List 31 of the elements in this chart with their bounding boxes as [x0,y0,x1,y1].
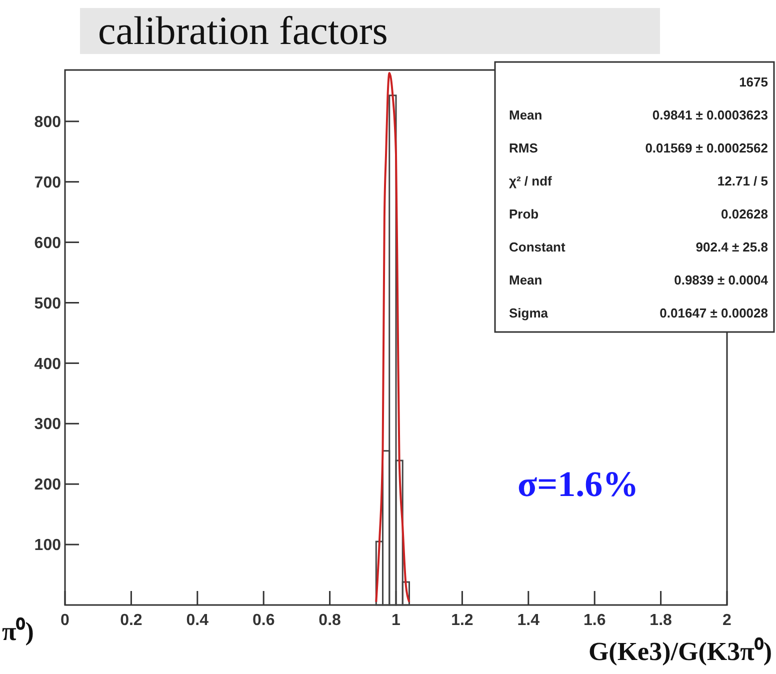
y-tick-label: 700 [34,174,62,192]
x-tick-label: 1.2 [451,612,474,629]
y-tick-label: 200 [34,476,62,494]
text: Prob 0.02628 [509,206,768,222]
y-tick-label: 500 [34,295,62,312]
y-tick-label: 600 [34,234,62,252]
y-tick-label: 300 [34,416,62,434]
x-tick-label: 0 [60,612,70,629]
x-tick-label: 0.4 [186,612,209,629]
x-tick-label: 1.6 [583,612,606,629]
text: 1675 [739,74,768,90]
x-tick-label: 0.6 [252,612,275,629]
x-tick-label: 1 [392,612,401,629]
text: Mean 0.9841 ± 0.0003623 [509,108,768,122]
text: RMS 0.01569 ± 0.0002562 [509,140,768,156]
x-tick-label: 2 [722,612,732,629]
x-tick-label: 1.4 [517,612,540,629]
chart-title: calibration factors [98,8,388,53]
y-tick-label: 800 [34,114,62,131]
x-tick-label: 0.2 [120,612,142,629]
text: Sigma 0.01647 ± 0.00028 [509,306,768,320]
text: Mean 0.9839 ± 0.0004 [509,272,768,288]
x-tick-label: 1.8 [650,612,672,629]
x-axis-title: G(Ke3)/G(K3π⁰) [588,637,772,666]
y-tick-label: 100 [34,537,62,554]
text: Constant 902.4 ± 25.8 [509,240,768,254]
x-tick-label: 0.8 [318,612,342,629]
annotation: σ=1.6% [517,464,639,504]
text: χ² / ndf 12.71 / 5 [509,174,768,188]
text: π⁰) [2,617,34,646]
y-tick-label: 400 [34,356,62,373]
